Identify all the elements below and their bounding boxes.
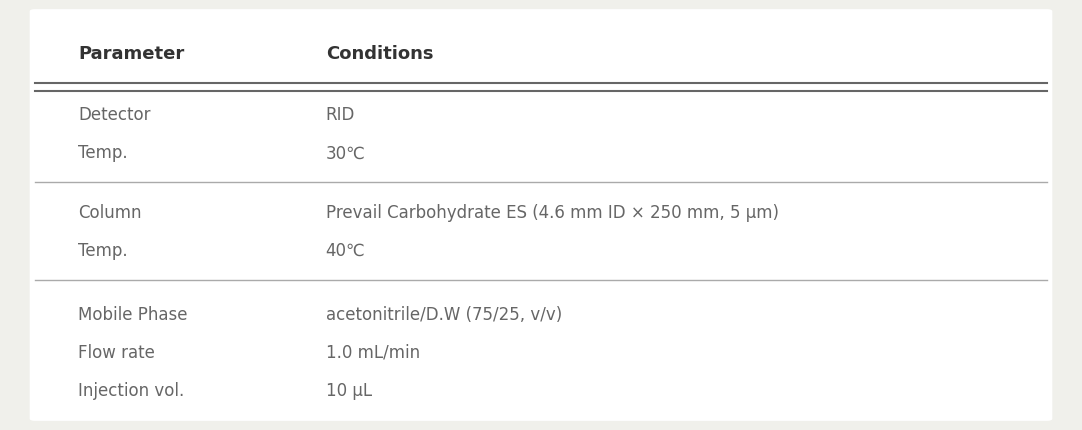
Text: Prevail Carbohydrate ES (4.6 mm ID × 250 mm, 5 μm): Prevail Carbohydrate ES (4.6 mm ID × 250… xyxy=(326,204,779,222)
Text: 30℃: 30℃ xyxy=(326,144,366,163)
Text: Injection vol.: Injection vol. xyxy=(78,382,184,400)
Text: 10 μL: 10 μL xyxy=(326,382,372,400)
Text: Temp.: Temp. xyxy=(78,144,128,163)
Text: Mobile Phase: Mobile Phase xyxy=(78,306,187,324)
Text: Flow rate: Flow rate xyxy=(78,344,155,362)
Text: Temp.: Temp. xyxy=(78,242,128,260)
Text: Column: Column xyxy=(78,204,142,222)
Text: acetonitrile/D.W (75/25, v/v): acetonitrile/D.W (75/25, v/v) xyxy=(326,306,562,324)
Text: Conditions: Conditions xyxy=(326,45,433,63)
Text: Parameter: Parameter xyxy=(78,45,184,63)
Text: 1.0 mL/min: 1.0 mL/min xyxy=(326,344,420,362)
Text: Detector: Detector xyxy=(78,106,150,124)
FancyBboxPatch shape xyxy=(29,9,1053,421)
Text: RID: RID xyxy=(326,106,355,124)
Text: 40℃: 40℃ xyxy=(326,242,366,260)
